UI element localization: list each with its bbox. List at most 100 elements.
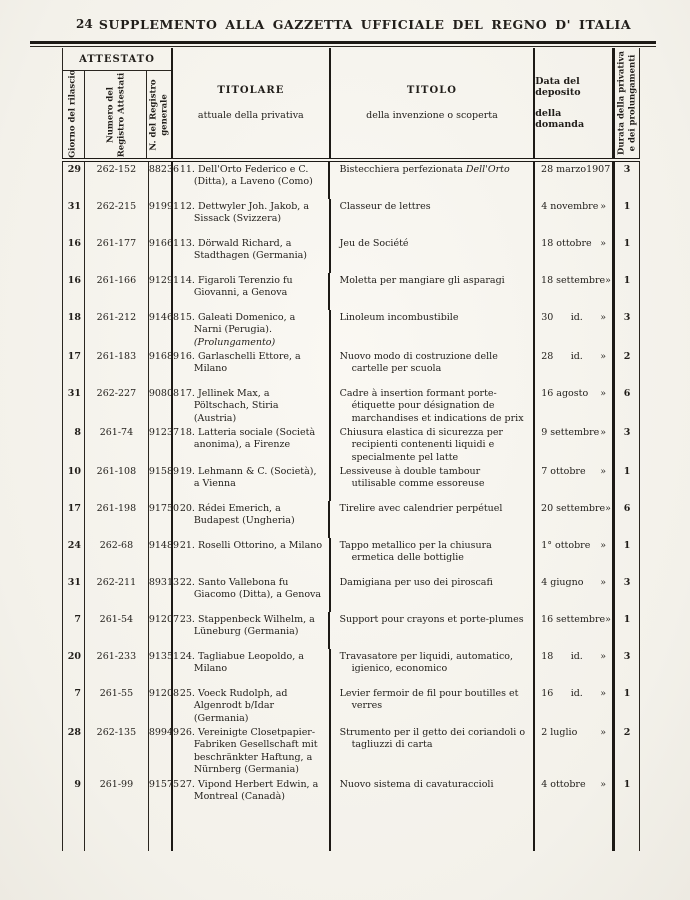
table-row: 31 262-227 90808 17. Jellinek Max, a Pöl… [62,386,641,426]
cell-registro-generale: 91207 [149,612,179,650]
cell-registro-attestati: 262-227 [85,386,149,426]
cell-durata: 3 [615,310,641,350]
cell-data-deposito: 2 luglio » [535,725,616,777]
cell-titolare: 18. Latteria sociale (Società anonima), … [173,425,331,465]
cell-giorno-rilascio: 16 [63,236,85,273]
patent-table: ATTESTATO Giorno del rilascio Numero del… [62,48,641,851]
table-header: ATTESTATO Giorno del rilascio Numero del… [62,48,640,158]
table-row: 31 262-215 91991 12. Dettwyler Joh. Jako… [62,199,641,236]
table-row: 24 262-68 91489 21. Roselli Ottorino, a … [62,538,641,576]
cell-registro-attestati: 261-212 [85,310,149,350]
cell-titolo: Travasatore per liquidi, automatico, igi… [331,649,536,687]
cell-durata: 1 [615,273,640,310]
col-header-titolo: TITOLO della invenzione o scoperta [331,48,536,158]
cell-registro-attestati: 261-177 [85,236,149,273]
cell-titolo: Nuovo modo di costruzione delle cartelle… [331,349,536,387]
cell-titolare: 22. Santo Vallebona fu Giacomo (Ditta), … [173,575,331,613]
cell-durata: 1 [615,199,641,236]
cell-data-deposito: 1° ottobre » [535,538,616,576]
cell-durata: 3 [615,649,641,687]
cell-durata: 1 [615,776,641,814]
cell-titolo: Moletta per mangiare gli asparagi [330,273,536,310]
cell-titolo: Tirelire avec calendrier perpétuel [330,501,536,539]
cell-durata: 1 [615,538,641,576]
cell-registro-attestati: 261-74 [85,425,149,465]
cell-durata: 1 [615,236,641,273]
cell-registro-generale: 91208 [149,686,179,726]
cell-data-deposito: 16 agosto » [535,386,616,426]
col-header-titolare: TITOLARE attuale della privativa [173,48,331,158]
cell-registro-attestati: 262-135 [85,725,149,777]
cell-giorno-rilascio: 9 [63,776,85,814]
cell-registro-attestati: 261-55 [85,686,149,726]
cell-giorno-rilascio: 31 [63,199,85,236]
double-rule [30,41,656,47]
cell-titolare: 21. Roselli Ottorino, a Milano [173,538,331,576]
cell-registro-generale: 89949 [149,725,179,777]
cell-data-deposito: 28 id. » [535,349,616,387]
cell-data-deposito: 7 ottobre » [535,464,616,502]
cell-giorno-rilascio: 16 [63,273,85,310]
col-header-durata: Durata della privativa e dei prolungamen… [615,48,640,158]
table-row: 31 262-211 89313 22. Santo Vallebona fu … [62,575,641,613]
cell-durata: 2 [615,349,641,387]
cell-titolare: 16. Garlaschelli Ettore, a Milano [173,349,331,387]
cell-titolo: Cadre à insertion formant porte-étiquett… [331,386,536,426]
cell-titolare: 24. Tagliabue Leopoldo, a Milano [173,649,331,687]
cell-titolo: Levier fermoir de fil pour boutilles et … [331,686,536,726]
cell-data-deposito: 28 marzo 1907 [535,162,616,199]
cell-data-deposito: 4 giugno » [535,575,616,613]
titolare-italic: (Prolungamento) [193,336,276,348]
table-body: 29 262-152 88236 11. Dell'Orto Federico … [62,162,641,851]
cell-giorno-rilascio: 28 [63,725,85,777]
cell-data-deposito: 9 settembre » [535,425,616,465]
cell-registro-attestati: 261-54 [85,612,149,650]
cell-registro-generale: 89313 [149,575,179,613]
cell-giorno-rilascio: 17 [63,349,85,387]
cell-durata: 3 [615,162,640,199]
cell-titolo: Damigiana per uso dei piroscafi [331,575,536,613]
col-header-data-deposito: Data del deposito della domanda [535,48,616,158]
cell-durata: 3 [615,575,641,613]
cell-titolo: Strumento per il getto dei coriandoli o … [331,725,536,777]
cell-data-deposito: 4 ottobre » [535,776,616,814]
cell-giorno-rilascio: 24 [63,538,85,576]
cell-registro-generale: 91237 [149,425,179,465]
cell-registro-attestati: 261-166 [85,273,149,310]
cell-registro-generale: 91291 [149,273,179,310]
attestato-group: ATTESTATO Giorno del rilascio Numero del… [63,48,173,158]
cell-durata: 6 [615,386,641,426]
cell-data-deposito: 18 id. » [535,649,616,687]
table-row: 16 261-166 91291 14. Figaroli Terenzio f… [62,273,640,310]
cell-titolo: Chiusura elastica di sicurezza per recip… [331,425,536,465]
cell-giorno-rilascio: 29 [63,162,85,199]
cell-titolo: Bistecchiera perfezionata Dell'Orto [330,162,536,199]
col-header-giorno-rilascio: Giorno del rilascio [63,69,85,158]
cell-giorno-rilascio: 18 [63,310,85,350]
cell-data-deposito: 4 novembre » [535,199,616,236]
cell-registro-attestati: 262-152 [85,162,149,199]
cell-titolare: 15. Galeati Domenico, a Narni (Perugia).… [173,310,331,350]
cell-titolo: Support pour crayons et porte-plumes [330,612,536,650]
table-row: 20 261-233 91351 24. Tagliabue Leopoldo,… [62,649,641,687]
table-row: 9 261-99 91575 27. Vipond Herbert Edwin,… [62,776,641,814]
page-number: 24 [76,17,93,31]
cell-registro-generale: 91750 [149,501,179,539]
table-row: 7 261-55 91208 25. Voeck Rudolph, ad Alg… [62,686,641,726]
cell-durata: 6 [615,501,640,539]
cell-giorno-rilascio: 31 [63,386,85,426]
table-row: 17 261-183 91689 16. Garlaschelli Ettore… [62,349,641,387]
titolo-italic: Dell'Orto [465,164,510,175]
page-title: SUPPLEMENTO ALLA GAZZETTA UFFICIALE DEL … [98,17,632,32]
cell-giorno-rilascio: 10 [63,464,85,502]
table-row: 10 261-108 91589 19. Lehmann & C. (Socie… [62,464,641,502]
cell-registro-generale: 90808 [149,386,179,426]
cell-registro-generale: 88236 [149,162,179,199]
filler-row [62,813,640,851]
cell-titolo: Tappo metallico per la chiusura ermetica… [331,538,536,576]
table-row: 16 261-177 91661 13. Dörwald Richard, a … [62,236,641,273]
cell-titolare: 25. Voeck Rudolph, ad Algenrodt b/Idar (… [173,686,331,726]
cell-titolo: Jeu de Société [331,236,536,273]
cell-registro-generale: 91589 [149,464,179,502]
cell-giorno-rilascio: 31 [63,575,85,613]
